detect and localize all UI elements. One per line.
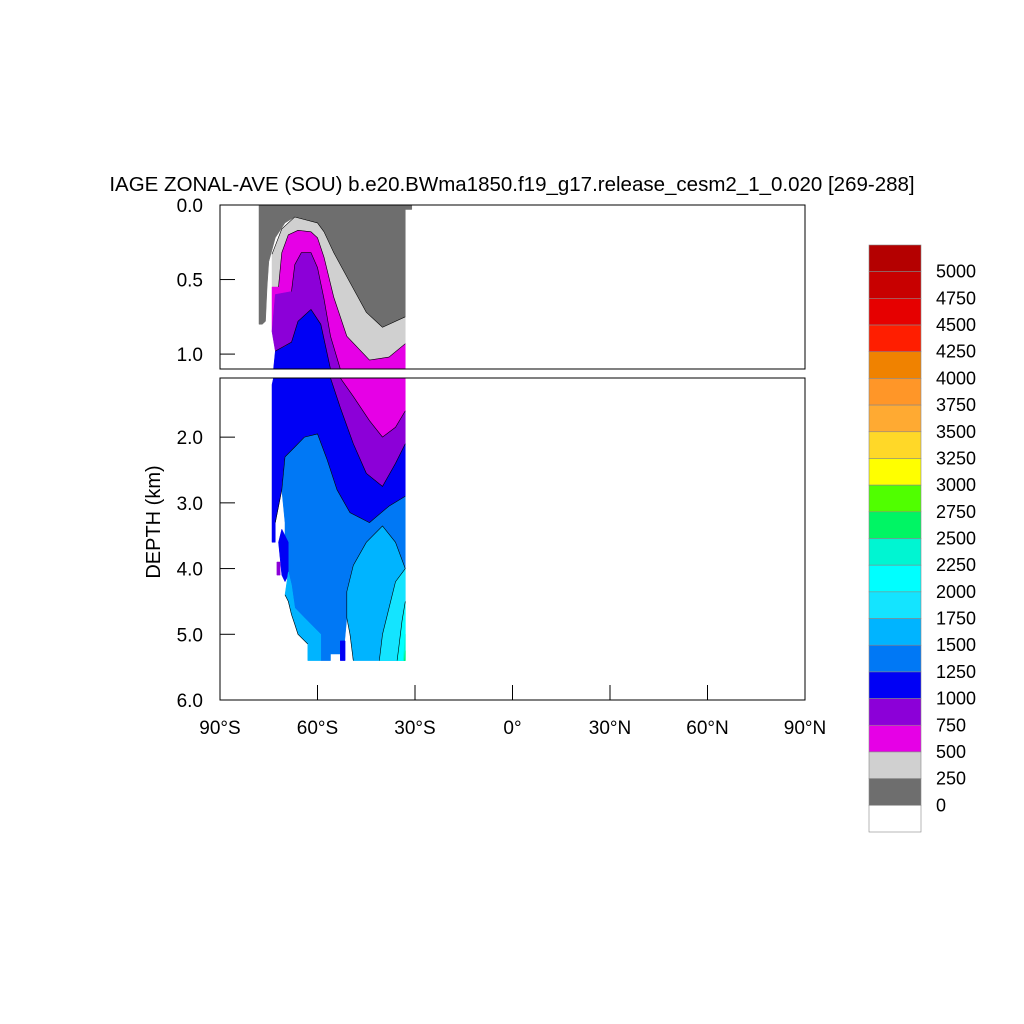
- colorbar-swatch: [868, 458, 922, 486]
- contour-region-1500-1750-9: [347, 705, 406, 1011]
- colorbar-label: 4750: [936, 288, 976, 308]
- colorbar-swatch: [868, 671, 922, 699]
- contour-line-7: [379, 568, 406, 661]
- x-tick-label: 60°N: [686, 718, 728, 739]
- y-tick-label: 3.0: [177, 494, 203, 515]
- colorbar-swatch: [868, 431, 922, 459]
- colorbar-swatch: [868, 805, 922, 833]
- contour-region-1750-2000-11: [379, 801, 405, 1010]
- contour-line-3: [275, 308, 331, 369]
- x-tick-label: 90°S: [199, 718, 240, 739]
- colorbar-swatch: [868, 404, 922, 433]
- colorbar-swatch: [868, 324, 922, 353]
- colorbar-swatch: [868, 538, 922, 566]
- contour-line-8: [397, 876, 405, 1010]
- contour-region-2500-2750-13: [403, 951, 405, 1011]
- y-axis: 0.0 0.5 1.0 2.0 3.0 4.0 5.0 6.0: [177, 196, 235, 712]
- colorbar-label: 5000: [936, 262, 976, 282]
- colorbar-label: 4500: [936, 315, 976, 335]
- upper-panel-contours: [271, 216, 406, 1011]
- lower-panel-fills: [271, 378, 406, 661]
- contour-line-1: [278, 229, 406, 361]
- colorbar-label: 750: [936, 715, 966, 735]
- contour-line-0: [271, 216, 406, 328]
- colorbar-swatch: [868, 244, 922, 272]
- colorbar-label: 1500: [936, 635, 976, 655]
- colorbar-label: 3250: [936, 449, 976, 469]
- contour-region-2750-3000-14: [404, 988, 405, 1010]
- x-tick-label: 60°S: [297, 718, 338, 739]
- x-tick-label: 30°N: [589, 718, 631, 739]
- colorbar-label: 4250: [936, 342, 976, 362]
- contour-line-4: [275, 433, 406, 523]
- colorbar-label: 4000: [936, 368, 976, 388]
- contour-line-2: [291, 252, 341, 369]
- colorbar-swatch: [868, 698, 922, 726]
- colorbar-swatch: [868, 751, 922, 779]
- x-tick-label: 30°S: [394, 718, 435, 739]
- colorbar-label: 2000: [936, 582, 976, 602]
- colorbar-swatch: [868, 778, 922, 806]
- colorbar-label: 3500: [936, 422, 976, 442]
- contour-region-2000-2250-12: [397, 876, 405, 1010]
- colorbar-label: 0: [936, 795, 946, 815]
- contour-region-750-1000-7: [276, 561, 281, 576]
- colorbar-label: 2500: [936, 529, 976, 549]
- colorbar-label: 2750: [936, 502, 976, 522]
- x-axis: 90°S 60°S 30°S 0° 30°N 60°N 90°N: [199, 685, 826, 739]
- colorbar-label: 1000: [936, 689, 976, 709]
- y-tick-label: 0.0: [177, 196, 203, 217]
- colorbar-swatch: [868, 271, 922, 299]
- colorbar-swatch: [868, 644, 922, 673]
- upper-panel-frame: [219, 204, 806, 370]
- colorbar-swatch: [868, 591, 922, 619]
- upper-panel-fills: [258, 205, 413, 1011]
- contour-region-1000-1250-4: [273, 309, 331, 369]
- y-tick-label: 5.0: [177, 625, 203, 646]
- colorbar-swatch: [868, 511, 922, 539]
- colorbar-label: 2250: [936, 555, 976, 575]
- contour-line-3: [330, 378, 406, 487]
- colorbar-label: 1250: [936, 662, 976, 682]
- y-axis-label: DEPTH (km): [143, 465, 165, 578]
- contour-line-5: [347, 705, 406, 1011]
- colorbar-swatch: [868, 618, 922, 646]
- colorbar-swatch: [868, 484, 922, 513]
- y-tick-label: 6.0: [177, 691, 203, 712]
- colorbar-swatch: [868, 724, 922, 753]
- contour-region-500-750-2: [339, 378, 406, 438]
- colorbar-swatch: [868, 378, 922, 406]
- contour-region-750-1000-7: [277, 787, 280, 817]
- lower-panel-contours: [275, 378, 406, 661]
- contour-region-2750-3000-14: [404, 650, 406, 661]
- contour-line-6: [284, 594, 309, 645]
- colorbar-label: 1750: [936, 609, 976, 629]
- y-tick-label: 1.0: [177, 345, 203, 366]
- chart-title: IAGE ZONAL-AVE (SOU) b.e20.BWma1850.f19_…: [109, 173, 914, 196]
- contour-line-5: [346, 525, 406, 661]
- contour-line-6: [285, 861, 308, 973]
- colorbar-swatch: [868, 351, 922, 379]
- contour-region-1000-1250-8: [340, 965, 345, 1010]
- contour-line-2: [339, 378, 406, 438]
- colorbar-swatch: [868, 298, 922, 326]
- colorbar-label: 500: [936, 742, 966, 762]
- y-tick-label: 0.5: [177, 271, 203, 292]
- contour-region-1000-1250-6: [279, 712, 289, 831]
- colorbar-swatch: [868, 564, 922, 593]
- contour-line-8: [396, 601, 406, 661]
- contour-region-1000-1250-6: [278, 528, 289, 583]
- colorbar: 5000475045004250400037503500325030002750…: [868, 244, 976, 833]
- y-tick-label: 4.0: [177, 560, 203, 581]
- colorbar-label: 3750: [936, 395, 976, 415]
- colorbar-label: 250: [936, 769, 966, 789]
- contour-line-7: [379, 801, 405, 1010]
- y-tick-label: 2.0: [177, 428, 203, 449]
- x-tick-label: 90°N: [784, 718, 826, 739]
- x-tick-label: 0°: [503, 718, 521, 739]
- contour-region-1500-1750-10: [285, 809, 321, 1010]
- colorbar-label: 3000: [936, 475, 976, 495]
- contour-region-1000-1250-8: [340, 640, 346, 661]
